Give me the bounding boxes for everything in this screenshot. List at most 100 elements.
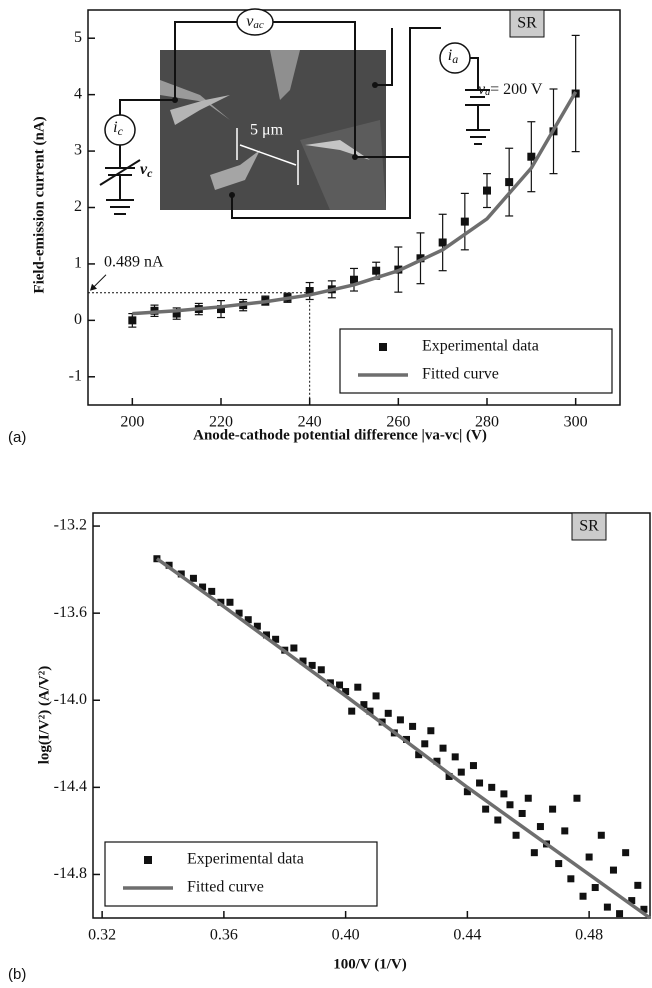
legend-box — [104, 841, 378, 907]
data-point — [482, 805, 490, 813]
node — [372, 82, 378, 88]
data-point — [634, 881, 642, 889]
data-point — [421, 740, 429, 748]
data-point — [622, 849, 630, 857]
data-point — [488, 783, 496, 791]
legend-label: Fitted curve — [422, 366, 499, 383]
data-point — [415, 751, 423, 759]
inset-label: ic — [113, 119, 123, 138]
data-point — [226, 598, 234, 606]
data-point — [505, 178, 514, 187]
data-point — [549, 805, 557, 813]
x-tick-label: 0.44 — [453, 927, 481, 944]
panel-label: (b) — [8, 966, 26, 983]
data-point — [177, 570, 185, 578]
annotation-arrowhead — [90, 283, 97, 291]
x-tick-label: 200 — [120, 414, 144, 431]
data-point — [628, 897, 636, 905]
data-point — [372, 266, 381, 275]
data-point — [308, 661, 316, 669]
data-point — [483, 186, 491, 195]
data-point — [128, 316, 137, 325]
data-point — [609, 866, 617, 874]
data-point — [199, 583, 207, 591]
meter — [236, 8, 274, 36]
data-point — [469, 762, 477, 770]
data-point — [460, 217, 469, 226]
y-tick-label: 3 — [74, 142, 82, 159]
data-point — [494, 816, 502, 824]
meter — [439, 42, 471, 74]
data-point — [500, 790, 508, 798]
emitter — [300, 120, 386, 210]
x-tick-label: 220 — [209, 414, 233, 431]
data-point — [305, 287, 314, 296]
emitter — [160, 80, 230, 120]
y-tick-label: -1 — [69, 367, 82, 384]
y-axis-label: Field-emission current (nA) — [31, 116, 47, 293]
node — [352, 154, 358, 160]
x-axis-label: Anode-cathode potential difference |va-v… — [193, 427, 487, 443]
data-point — [445, 772, 453, 780]
data-point — [585, 853, 593, 861]
data-point — [217, 598, 225, 606]
badge: SR — [517, 15, 537, 32]
y-axis-label: log(I/V²) (A/V²) — [36, 666, 52, 765]
x-tick-label: 240 — [298, 414, 322, 431]
x-tick-label: 0.36 — [210, 927, 238, 944]
x-tick-label: 300 — [564, 414, 588, 431]
x-tick-label: 0.48 — [575, 927, 603, 944]
inset-circuit: vac ia va= 200 V ic vc 5 μm — [99, 8, 543, 219]
y-tick-label: 5 — [74, 29, 82, 46]
fitted-curve — [155, 557, 652, 920]
annotation-label: 0.489 nA — [104, 253, 164, 270]
y-tick-label: 0 — [74, 311, 82, 328]
data-point — [189, 574, 197, 582]
data-point — [527, 152, 536, 161]
data-point — [438, 238, 447, 247]
data-point — [427, 727, 435, 735]
node — [229, 192, 235, 198]
data-point — [536, 823, 544, 831]
inset-label: vc — [140, 161, 153, 180]
data-point — [433, 757, 441, 765]
data-point — [235, 609, 243, 617]
data-point — [573, 794, 581, 802]
inset-label: vac — [246, 13, 264, 31]
data-point — [360, 701, 368, 709]
data-point — [217, 305, 225, 314]
data-point — [172, 309, 181, 318]
data-point — [640, 905, 648, 913]
data-point — [208, 587, 216, 595]
data-point — [262, 631, 270, 639]
data-point — [384, 709, 392, 717]
data-point — [290, 644, 298, 652]
data-point — [567, 875, 575, 883]
fitted-curve — [132, 90, 578, 316]
data-point — [603, 903, 611, 911]
panel-label: (a) — [8, 429, 26, 446]
data-point — [597, 831, 605, 839]
x-tick-label: 260 — [386, 414, 410, 431]
y-tick-label: -14.8 — [54, 865, 87, 882]
data-point — [348, 707, 356, 715]
emitter — [170, 95, 230, 125]
y-tick-label: -14.0 — [54, 691, 87, 708]
data-point — [512, 831, 520, 839]
plot-frame — [92, 512, 651, 919]
data-point — [530, 849, 538, 857]
data-point — [524, 794, 532, 802]
y-tick-label: -14.4 — [54, 778, 87, 795]
data-point — [579, 892, 587, 900]
scale-label: 5 μm — [250, 122, 284, 139]
emitter — [210, 150, 260, 190]
data-point — [244, 616, 252, 624]
legend-box — [339, 328, 613, 394]
emitter — [305, 140, 370, 160]
x-tick-label: 0.32 — [88, 927, 116, 944]
data-point — [396, 716, 404, 724]
data-point — [476, 779, 484, 787]
x-tick-label: 0.40 — [332, 927, 360, 944]
y-tick-label: -13.2 — [54, 517, 87, 534]
data-point — [253, 622, 261, 630]
